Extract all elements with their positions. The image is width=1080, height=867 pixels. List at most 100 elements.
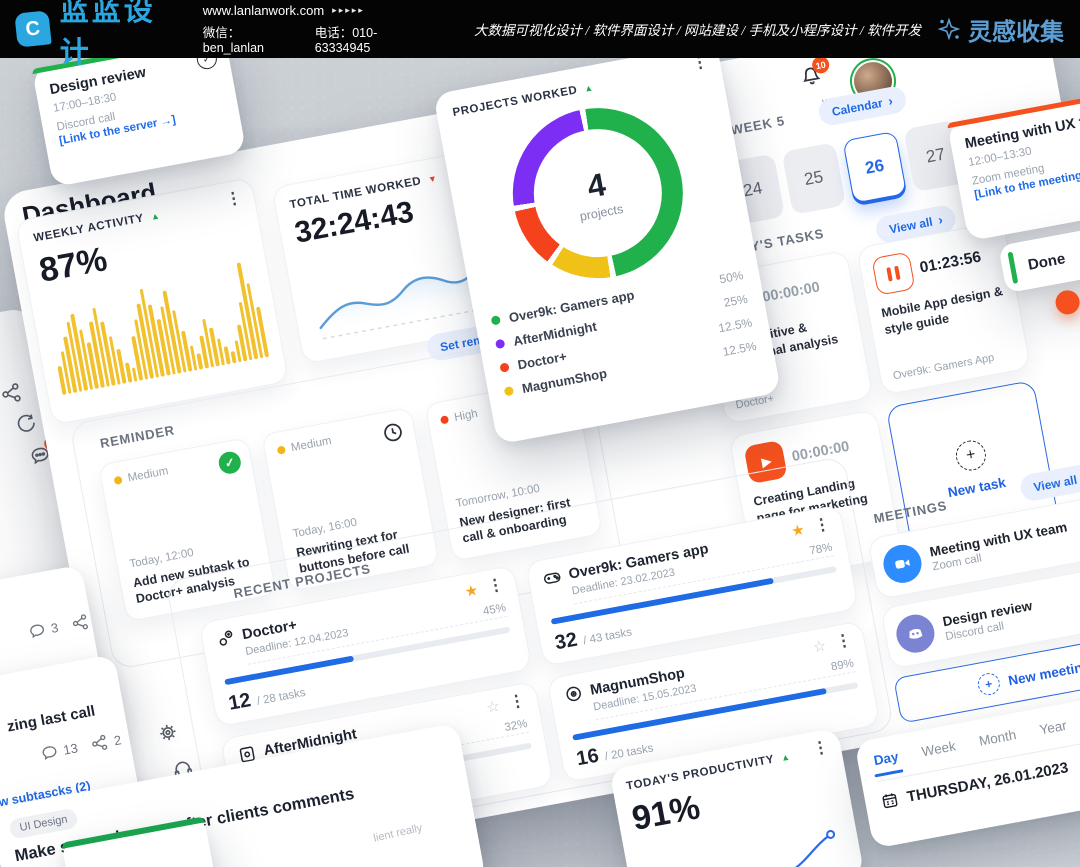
kebab-menu-icon[interactable]: ⋮ <box>812 515 832 536</box>
project-total: / 20 tasks <box>603 742 655 764</box>
kebab-menu-icon[interactable]: ⋮ <box>507 692 527 712</box>
weekly-activity-card: WEEKLY ACTIVITY ▲ ⋮ 87% <box>15 177 289 426</box>
star-icon[interactable]: ☆ <box>484 697 502 717</box>
history-icon[interactable] <box>14 411 42 439</box>
lanlan-logo[interactable]: C 蓝蓝设计 <box>14 0 187 71</box>
site-header: C 蓝蓝设计 www.lanlanwork.com ▸▸▸▸▸ 微信：ben_l… <box>0 0 1080 69</box>
chevron-right-icon: › <box>886 92 894 109</box>
clock-icon <box>380 420 406 446</box>
settings-gear-icon[interactable] <box>155 719 183 747</box>
task-note-card[interactable]: 3 <box>0 564 109 751</box>
projects-donut: 4 projects <box>498 94 697 293</box>
lanlan-logo-icon: C <box>14 10 52 48</box>
task-timer: 00:00:00 <box>761 279 822 306</box>
trend-up-icon: ▲ <box>583 82 594 94</box>
kebab-menu-icon[interactable]: ⋮ <box>486 576 506 596</box>
inspiration-collect[interactable]: 灵感收集 <box>937 12 1064 47</box>
day-cell-selected[interactable]: 26 <box>842 130 908 204</box>
stage-background: 2 Dashboard 10 ∨ WEEKLY ACTIVITY ▲ ⋮ 87% <box>0 58 1080 867</box>
services-list: 大数据可视化设计 / 软件界面设计 / 网站建设 / 手机及小程序设计 / 软件… <box>473 23 921 38</box>
legend-percent: 12.5% <box>717 314 754 335</box>
chevron-right-icon: › <box>936 211 944 228</box>
meeting-row[interactable]: Design review Discord call 17:0 <box>880 557 1080 670</box>
project-card[interactable]: ☆ ⋮ MagnumShop Deadline: 15.05.2023 89% … <box>546 620 881 783</box>
productivity-card: TODAY'S PRODUCTIVITY ▲ ⋮ 91% <box>609 727 865 867</box>
period-card: Day Week Month Year THURSDAY, 26.01.2023 <box>854 695 1080 849</box>
donut-legend: Over9k: Gamers app 50% AfterMidnight 25%… <box>490 267 758 399</box>
project-count: 12 <box>226 689 253 715</box>
trend-up-icon: ▲ <box>780 751 791 764</box>
tab-day[interactable]: Day <box>872 748 900 769</box>
plus-icon: + <box>953 437 989 473</box>
share-nodes-icon[interactable] <box>0 380 27 408</box>
projects-worked-label: PROJECTS WORKED <box>451 84 579 120</box>
plus-icon: + <box>975 671 1002 697</box>
productivity-spark-line <box>791 829 836 867</box>
task-note-card[interactable]: zing last call 13 2 w subtascks (2) <box>0 654 145 867</box>
legend-dot <box>499 362 510 373</box>
trend-up-icon: ▲ <box>149 210 161 222</box>
notifications-bell-icon[interactable]: 10 <box>798 58 831 89</box>
projects-count: 4 <box>584 165 609 205</box>
kebab-menu-icon[interactable]: ⋮ <box>690 58 710 73</box>
share-count: 2 <box>112 731 123 748</box>
lanlan-logo-text: 蓝蓝设计 <box>59 0 156 69</box>
legend-dot <box>494 338 506 350</box>
period-date-label: THURSDAY, 26.01.2023 <box>905 759 1070 806</box>
gamepad-icon <box>543 572 561 584</box>
kebab-menu-icon[interactable]: ⋮ <box>224 189 244 209</box>
project-count: 32 <box>553 628 580 655</box>
kebab-menu-icon[interactable]: ⋮ <box>811 738 831 759</box>
recent-projects-section: RECENT PROJECTS ★ ⋮ Doctor+ Deadline: 12… <box>165 455 895 855</box>
new-meeting-label: New meeting <box>1007 657 1080 688</box>
share-nodes-icon[interactable] <box>70 612 91 633</box>
priority-dot-medium <box>113 475 123 486</box>
comment-count: 13 <box>61 739 79 758</box>
share-nodes-icon <box>92 734 108 750</box>
trend-down-icon: ▼ <box>427 173 438 185</box>
note-title: zing last call <box>5 702 97 736</box>
comment-count: 3 <box>49 619 60 636</box>
star-icon[interactable]: ★ <box>789 521 807 541</box>
reminder-label: REMINDER <box>98 422 176 451</box>
pause-button[interactable] <box>871 251 916 296</box>
priority-dot-high <box>439 415 450 425</box>
projects-count-caption: projects <box>578 201 625 224</box>
wechat-label: 微信：ben_lanlan <box>202 26 264 55</box>
legend-percent: 25% <box>722 291 749 310</box>
priority-label: Medium <box>126 465 170 485</box>
check-circle-icon: ✓ <box>216 449 243 476</box>
legend-percent: 12.5% <box>721 338 758 359</box>
project-card[interactable]: ★ ⋮ Doctor+ Deadline: 12.04.2023 45% 12 … <box>198 564 533 728</box>
doctor-plus-icon <box>219 630 233 646</box>
comment-icon <box>42 746 57 760</box>
discord-icon <box>893 611 938 656</box>
star-icon[interactable]: ☆ <box>811 637 828 657</box>
task-timer: 01:23:56 <box>918 248 983 277</box>
inspiration-icon <box>937 17 961 41</box>
phone-label: 电话：010-63334945 <box>314 26 378 55</box>
project-card[interactable]: ★ ⋮ Over9k: Gamers app Deadline: 23.02.2… <box>524 504 859 667</box>
project-count: 16 <box>574 744 601 771</box>
done-label: Done <box>1026 249 1067 274</box>
reminder-card[interactable]: Medium Today, 16:00 Rewriting text for b… <box>261 406 440 592</box>
project-total: / 43 tasks <box>582 626 633 648</box>
shop-disc-icon <box>566 686 581 702</box>
legend-dot <box>503 385 515 397</box>
zoom-icon <box>880 541 925 586</box>
legend-percent: 50% <box>718 267 745 286</box>
task-project: Over9k: Gamers App <box>892 351 996 383</box>
new-task-label: New task <box>946 474 1007 500</box>
tab-week[interactable]: Week <box>920 738 957 760</box>
legend-name: Doctor+ <box>516 348 568 373</box>
legend-name: MagnumShop <box>520 365 609 397</box>
site-url[interactable]: www.lanlanwork.com <box>202 3 325 18</box>
tag-pill: UI Design <box>8 807 80 840</box>
tab-year[interactable]: Year <box>1038 717 1068 738</box>
tab-month[interactable]: Month <box>977 727 1018 749</box>
kebab-menu-icon[interactable]: ⋮ <box>834 631 854 652</box>
star-icon[interactable]: ★ <box>463 581 480 601</box>
meeting-row[interactable]: Meeting with UX team Zoom call 12:00 Hig… <box>867 488 1080 600</box>
day-cell[interactable]: 25 <box>781 142 847 215</box>
note-partial-text: lient really <box>372 822 424 845</box>
